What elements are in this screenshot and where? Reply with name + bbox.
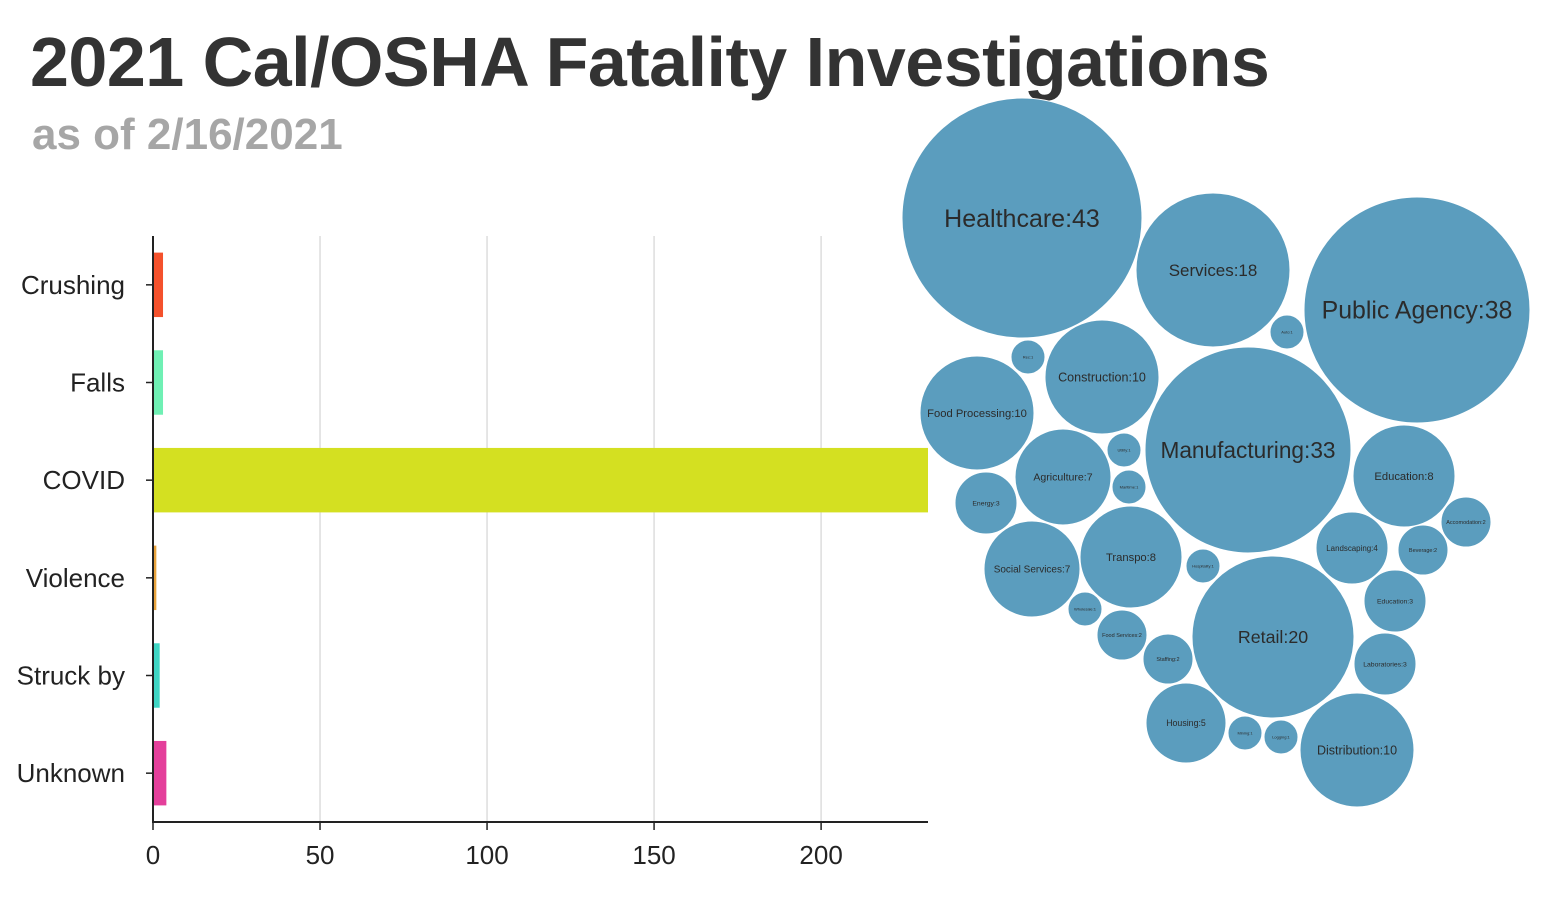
bar-covid[interactable]: [153, 447, 928, 513]
x-tick-label: 0: [146, 840, 160, 870]
bubble-manufacturing[interactable]: [1144, 346, 1352, 554]
bubble-label: Utility:1: [1117, 447, 1131, 452]
bubble-label: Staffing:2: [1156, 657, 1179, 663]
bubble-beverage[interactable]: [1397, 524, 1449, 576]
bubble-label: Food Processing:10: [927, 408, 1027, 420]
bar-violence[interactable]: [153, 545, 157, 611]
bubble-maritime[interactable]: [1111, 469, 1147, 505]
bubble-label: Healthcare:43: [944, 205, 1100, 233]
bubble-accomodation[interactable]: [1440, 496, 1492, 548]
bubble-landscaping[interactable]: [1315, 511, 1389, 585]
bubble-social-services[interactable]: [983, 520, 1081, 618]
bubble-label: Transpo:8: [1106, 552, 1156, 564]
bubble-food-services[interactable]: [1096, 609, 1148, 661]
x-tick-label: 100: [465, 840, 508, 870]
bubble-label: Wholesale:1: [1074, 606, 1097, 611]
bubble-label: Laboratories:3: [1363, 661, 1407, 668]
bubble-energy[interactable]: [954, 471, 1018, 535]
bar-chart: Crushing Falls COVID Violence Struck by Unkno…: [17, 236, 928, 870]
bar-struck-by[interactable]: [153, 643, 160, 708]
x-tick-label: 150: [632, 840, 675, 870]
bubble-label: Distribution:10: [1317, 743, 1397, 757]
bubble-utility[interactable]: [1106, 432, 1142, 468]
category-label: Crushing: [21, 270, 125, 300]
chart-subtitle: as of 2/16/2021: [32, 110, 343, 159]
bubble-mining[interactable]: [1227, 715, 1263, 751]
category-label: Struck by: [17, 661, 125, 691]
bubble-services[interactable]: [1135, 192, 1291, 348]
bubble-label: Logging:1: [1272, 734, 1290, 739]
bubble-label: Education:3: [1377, 598, 1413, 605]
bubble-label: Retail:20: [1238, 627, 1308, 647]
bubble-distribution[interactable]: [1299, 692, 1415, 808]
bubble-rec[interactable]: [1010, 339, 1046, 375]
bubble-laboratories[interactable]: [1353, 632, 1417, 696]
bubble-label: Public Agency:38: [1322, 297, 1513, 325]
bar-unknown[interactable]: [153, 740, 167, 806]
bubble-label: Services:18: [1169, 261, 1258, 280]
x-tick-label: 50: [306, 840, 335, 870]
bubble-label: Maritime:1: [1120, 484, 1139, 489]
bubble-hospitality[interactable]: [1185, 548, 1221, 584]
bubble-label: Construction:10: [1058, 370, 1146, 384]
bubble-label: Landscaping:4: [1326, 544, 1378, 553]
bubble-transpo[interactable]: [1079, 505, 1183, 609]
bubble-label: Housing:5: [1166, 718, 1206, 728]
bubble-label: Manufacturing:33: [1160, 437, 1335, 463]
bubble-label: Hospitality:1: [1192, 563, 1215, 568]
bubble-label: Beverage:2: [1409, 548, 1437, 554]
chart-title: 2021 Cal/OSHA Fatality Investigations: [30, 23, 1270, 101]
bubble-public-agency[interactable]: [1303, 196, 1531, 424]
bubble-label: Auto:1: [1281, 329, 1293, 334]
category-label: Falls: [70, 368, 125, 398]
category-label: Unknown: [17, 758, 125, 788]
bubble-label: Social Services:7: [994, 564, 1071, 575]
bubble-auto[interactable]: [1269, 314, 1305, 350]
bubble-label: Education:8: [1374, 471, 1433, 483]
bubble-construction[interactable]: [1044, 319, 1160, 435]
bubble-label: Food Services:2: [1102, 633, 1142, 639]
x-tick-label: 200: [799, 840, 842, 870]
bubble-label: Mining:1: [1237, 730, 1253, 735]
bar-falls[interactable]: [153, 350, 164, 415]
bubble-agriculture[interactable]: [1014, 428, 1112, 526]
bubble-retail[interactable]: [1191, 555, 1355, 719]
bubble-education[interactable]: [1352, 424, 1456, 528]
bubble-label: Accomodation:2: [1446, 520, 1485, 526]
bubble-label: Energy:3: [972, 500, 999, 507]
bubble-education[interactable]: [1363, 569, 1427, 633]
bubble-label: Rec:1: [1023, 354, 1034, 359]
category-label: COVID: [43, 465, 125, 495]
bubble-staffing[interactable]: [1142, 633, 1194, 685]
bar-crushing[interactable]: [153, 252, 164, 318]
bubble-label: Agriculture:7: [1033, 472, 1092, 484]
bubble-housing[interactable]: [1145, 682, 1227, 764]
bubble-wholesale[interactable]: [1067, 591, 1103, 627]
category-label: Violence: [26, 563, 125, 593]
bubble-logging[interactable]: [1263, 719, 1299, 755]
